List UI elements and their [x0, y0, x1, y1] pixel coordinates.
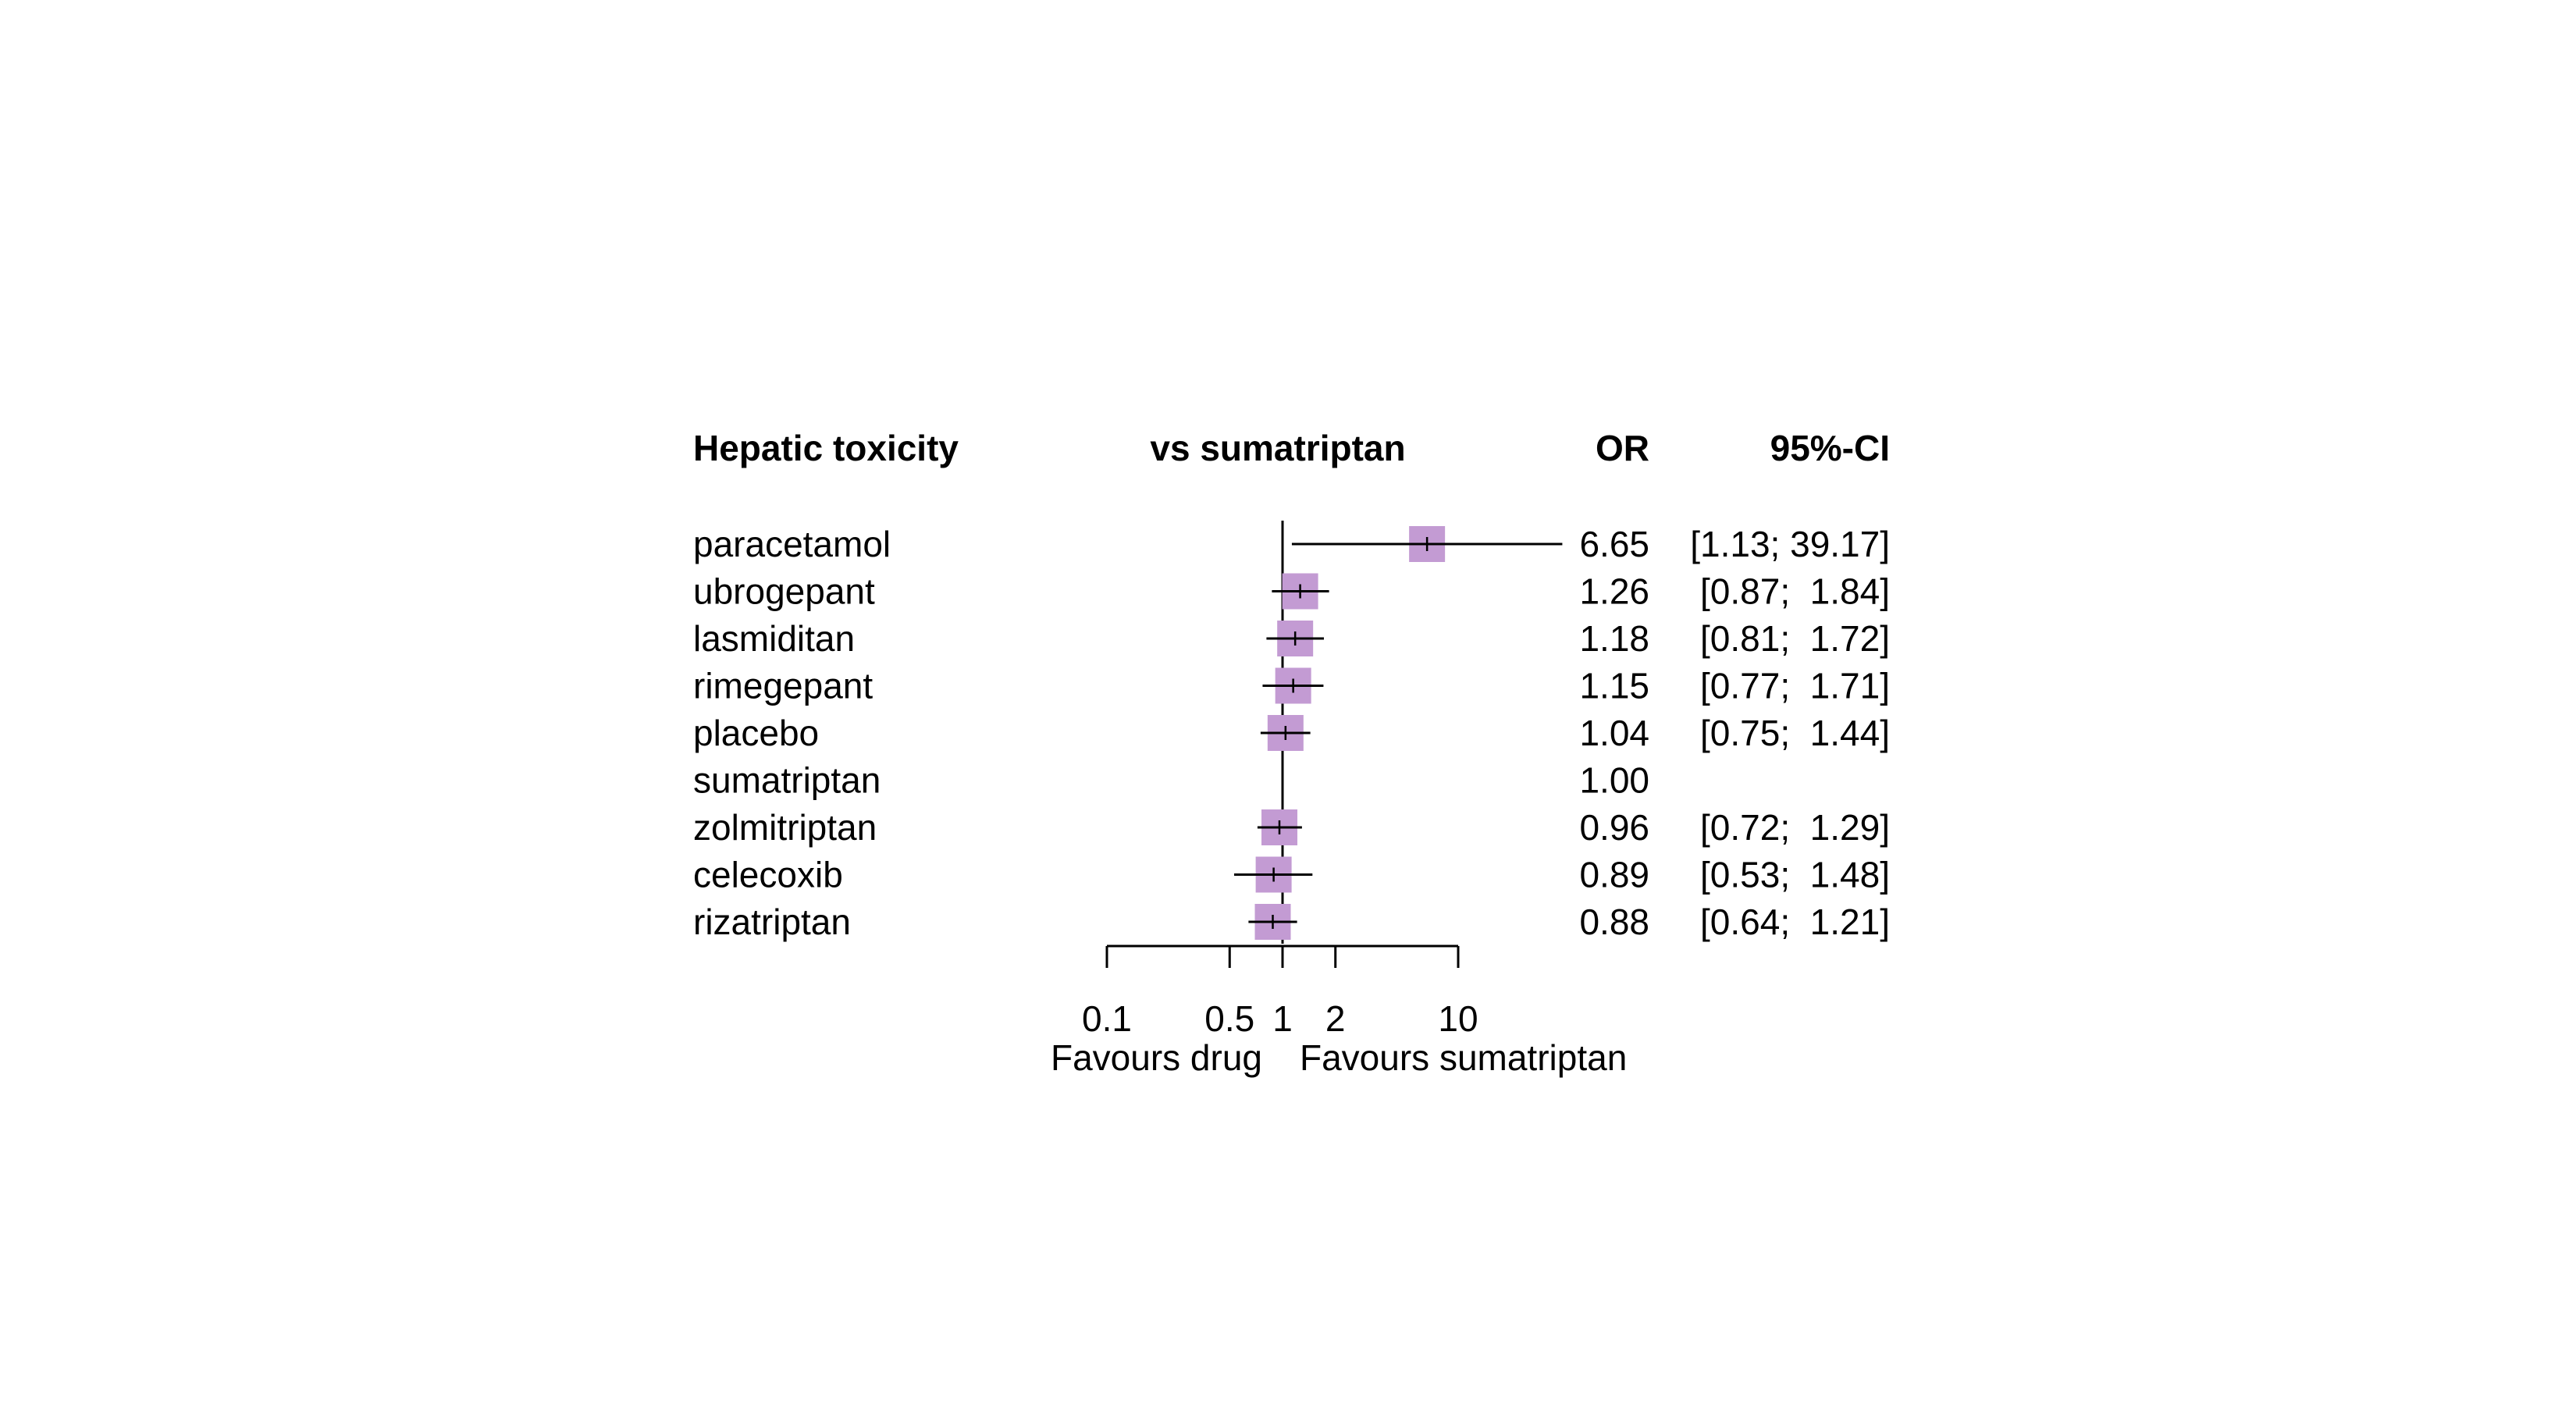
or-value: 6.65	[1579, 524, 1649, 564]
favours-drug-label: Favours drug	[1051, 1037, 1262, 1078]
header-or: OR	[1596, 428, 1649, 468]
column-headers: Hepatic toxicity vs sumatriptan OR 95%-C…	[693, 428, 1890, 468]
treatment-label: rimegepant	[693, 666, 873, 706]
axis-tick-label: 1	[1272, 998, 1293, 1039]
treatment-label: sumatriptan	[693, 760, 881, 801]
or-value: 1.00	[1579, 760, 1649, 801]
ci-value: [0.87; 1.84]	[1700, 571, 1890, 612]
treatment-label: paracetamol	[693, 524, 891, 564]
ci-value: [0.75; 1.44]	[1700, 713, 1890, 753]
direction-labels: Favours drug Favours sumatriptan	[1051, 1037, 1627, 1078]
axis-tick-label: 0.1	[1082, 998, 1132, 1039]
treatment-label: placebo	[693, 713, 819, 753]
x-axis: 0.1 0.5 1 2 10	[1082, 944, 1478, 1039]
or-value: 1.18	[1579, 618, 1649, 659]
study-rows: paracetamol 6.65 [1.13; 39.17] ubrogepant 1.…	[693, 521, 1890, 944]
header-ci: 95%-CI	[1770, 428, 1890, 468]
ci-value: [0.72; 1.29]	[1700, 807, 1890, 848]
treatment-label: ubrogepant	[693, 571, 875, 612]
treatment-label: rizatriptan	[693, 902, 851, 942]
ci-value: [1.13; 39.17]	[1690, 524, 1890, 564]
or-value: 1.15	[1579, 666, 1649, 706]
axis-tick-label: 0.5	[1204, 998, 1254, 1039]
header-comparison: vs sumatriptan	[1150, 428, 1405, 468]
ci-value: [0.64; 1.21]	[1700, 902, 1890, 942]
or-value: 1.04	[1579, 713, 1649, 753]
ci-value: [0.77; 1.71]	[1700, 666, 1890, 706]
or-value: 0.89	[1579, 855, 1649, 895]
treatment-label: zolmitriptan	[693, 807, 877, 848]
or-value: 1.26	[1579, 571, 1649, 612]
favours-sumatriptan-label: Favours sumatriptan	[1300, 1037, 1627, 1078]
treatment-label: celecoxib	[693, 855, 843, 895]
ci-value: [0.53; 1.48]	[1700, 855, 1890, 895]
header-outcome: Hepatic toxicity	[693, 428, 959, 468]
or-value: 0.96	[1579, 807, 1649, 848]
axis-tick-label: 10	[1438, 998, 1478, 1039]
treatment-label: lasmiditan	[693, 618, 855, 659]
ci-value: [0.81; 1.72]	[1700, 618, 1890, 659]
axis-tick-label: 2	[1325, 998, 1346, 1039]
or-value: 0.88	[1579, 902, 1649, 942]
